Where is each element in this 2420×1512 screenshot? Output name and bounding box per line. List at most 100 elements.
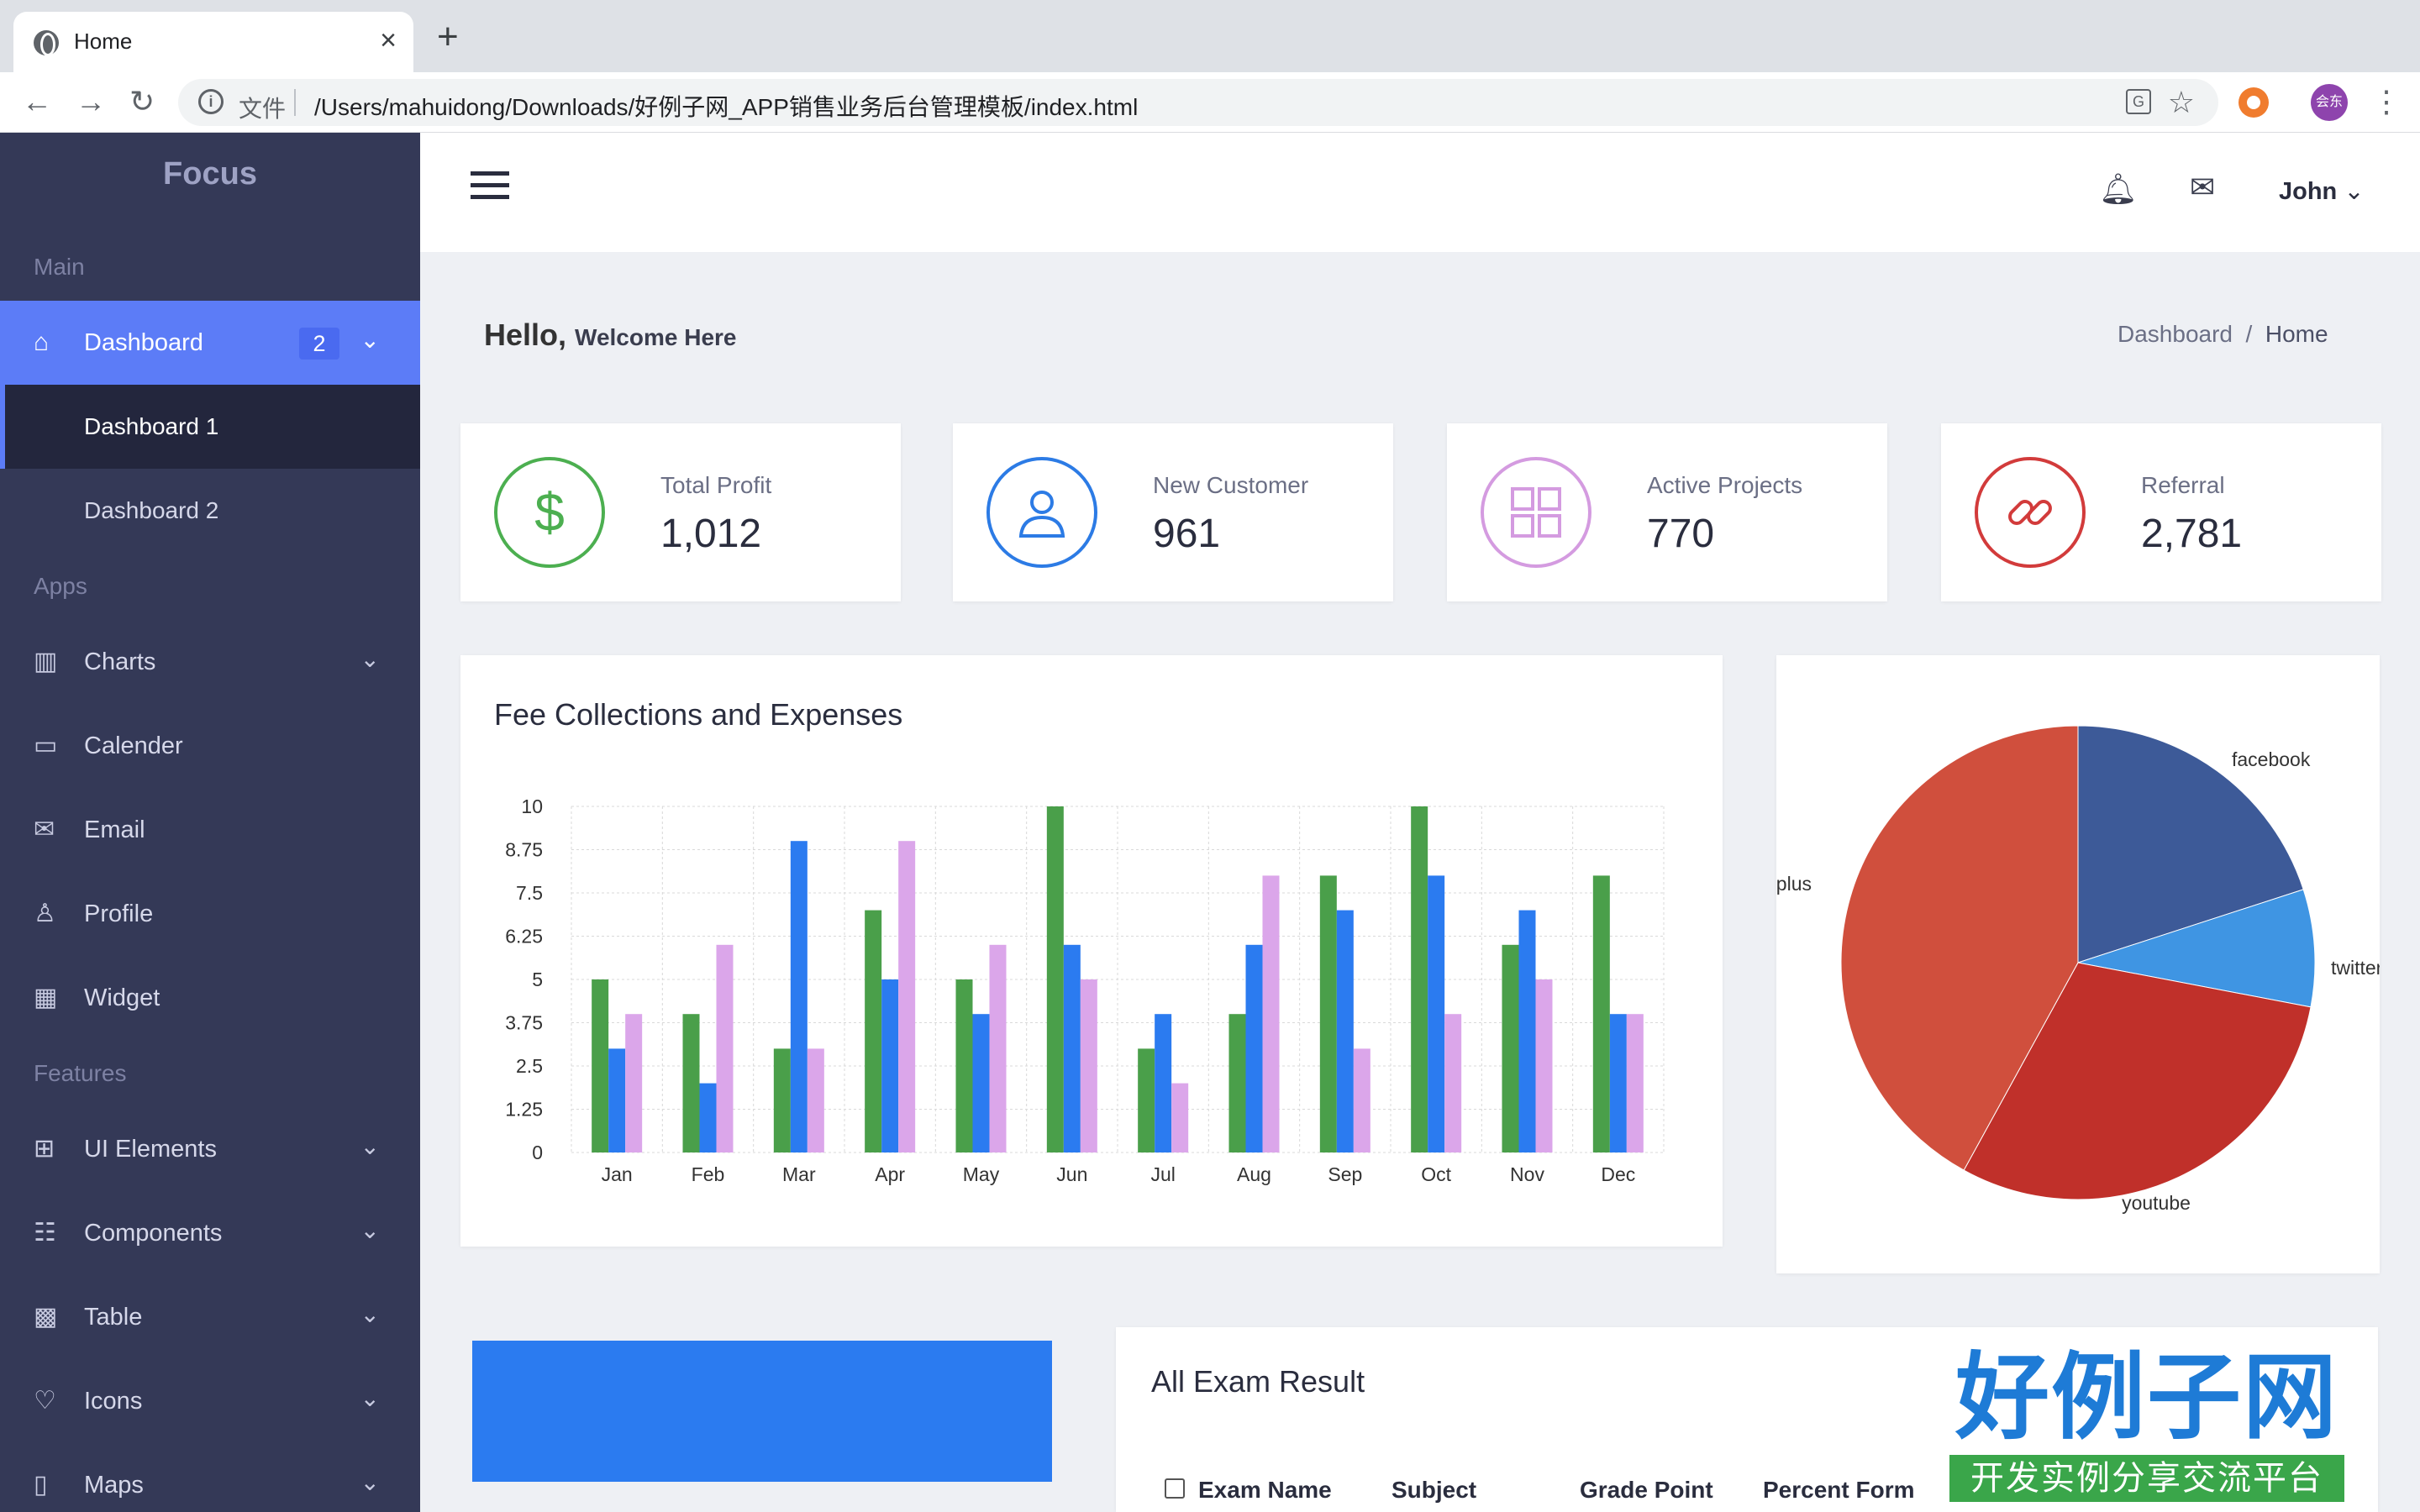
bar[interactable] bbox=[1080, 979, 1097, 1152]
sidebar-item-profile[interactable]: ♙ Profile bbox=[0, 872, 420, 956]
home-icon: ⌂ bbox=[34, 328, 50, 356]
bar[interactable] bbox=[1171, 1083, 1189, 1152]
bell-icon[interactable]: 🔔︎ bbox=[2099, 171, 2138, 206]
forward-icon[interactable]: → bbox=[76, 84, 106, 118]
bar[interactable] bbox=[1626, 1014, 1644, 1152]
bar[interactable] bbox=[898, 841, 916, 1152]
bar[interactable] bbox=[1535, 979, 1553, 1152]
bar[interactable] bbox=[955, 979, 973, 1152]
bar[interactable] bbox=[881, 979, 899, 1152]
chevron-down-icon: ⌄ bbox=[360, 1301, 380, 1327]
sidebar-item-email[interactable]: ✉ Email bbox=[0, 788, 420, 872]
bar[interactable] bbox=[682, 1014, 700, 1152]
stat-card-total-profit: $ Total Profit 1,012 bbox=[460, 423, 901, 601]
brand-logo[interactable]: Focus bbox=[163, 156, 257, 192]
stat-label: Total Profit bbox=[660, 472, 772, 498]
greeting-text: Hello, bbox=[484, 318, 567, 352]
bar[interactable] bbox=[1138, 1048, 1155, 1152]
top-header: 🔔︎ ✉ John ⌄ bbox=[420, 133, 2420, 252]
translate-icon[interactable]: G bbox=[2126, 89, 2151, 114]
bar[interactable] bbox=[1046, 806, 1064, 1152]
y-tick-label: 8.75 bbox=[505, 839, 543, 861]
stat-value: 1,012 bbox=[660, 512, 762, 556]
y-tick-label: 6.25 bbox=[505, 926, 543, 948]
bar[interactable] bbox=[972, 1014, 990, 1152]
bar[interactable] bbox=[1502, 944, 1519, 1152]
pie-label: facebook bbox=[2232, 748, 2311, 770]
bar[interactable] bbox=[716, 944, 734, 1152]
bar[interactable] bbox=[592, 979, 609, 1152]
bar[interactable] bbox=[1319, 875, 1337, 1152]
bar[interactable] bbox=[1609, 1014, 1627, 1152]
stat-card-referral: Referral 2,781 bbox=[1941, 423, 2381, 601]
browser-menu-icon[interactable]: ⋮ bbox=[2371, 84, 2402, 118]
profile-avatar[interactable]: 会东 bbox=[2311, 84, 2348, 121]
breadcrumb-link[interactable]: Dashboard bbox=[2118, 321, 2233, 347]
sidebar-item-label: Table bbox=[84, 1304, 143, 1331]
bar[interactable] bbox=[1155, 1014, 1172, 1152]
y-tick-label: 10 bbox=[521, 795, 543, 817]
bar[interactable] bbox=[1428, 875, 1445, 1152]
sliders-icon: ☷ bbox=[34, 1219, 56, 1247]
sidebar-item-calender[interactable]: ▭ Calender bbox=[0, 704, 420, 788]
watermark-logo: 好例子网 开发实例分享交流平台 bbox=[1949, 1347, 2344, 1507]
sidebar-item-widget[interactable]: ▦ Widget bbox=[0, 956, 420, 1040]
url-text[interactable]: /Users/mahuidong/Downloads/好例子网_APP销售业务后… bbox=[314, 94, 1139, 120]
pie-slice[interactable] bbox=[1840, 725, 2079, 1171]
sidebar-item-icons[interactable]: ♡ Icons ⌄ bbox=[0, 1359, 420, 1443]
address-bar[interactable]: i 文件 /Users/mahuidong/Downloads/好例子网_APP… bbox=[178, 79, 2218, 126]
y-tick-label: 0 bbox=[532, 1142, 543, 1163]
bar[interactable] bbox=[608, 1048, 626, 1152]
bar[interactable] bbox=[807, 1048, 824, 1152]
browser-tab[interactable]: Home × bbox=[13, 12, 413, 72]
bar[interactable] bbox=[1262, 875, 1280, 1152]
bar[interactable] bbox=[1336, 910, 1354, 1152]
sidebar-item-maps[interactable]: ▯ Maps ⌄ bbox=[0, 1443, 420, 1512]
back-icon[interactable]: ← bbox=[22, 84, 52, 118]
bar[interactable] bbox=[1245, 944, 1263, 1152]
sidebar-subitem-dashboard-1[interactable]: Dashboard 1 bbox=[0, 385, 420, 469]
new-tab-button[interactable]: + bbox=[437, 16, 459, 57]
x-tick-label: Oct bbox=[1421, 1163, 1451, 1185]
bar[interactable] bbox=[1228, 1014, 1246, 1152]
pie-slice[interactable] bbox=[1963, 962, 2312, 1200]
bar[interactable] bbox=[625, 1014, 643, 1152]
reload-icon[interactable]: ↻ bbox=[129, 84, 155, 118]
sidebar-item-label: Charts bbox=[84, 648, 156, 675]
column-header: Grade Point bbox=[1580, 1477, 1713, 1503]
sidebar-item-ui-elements[interactable]: ⊞ UI Elements ⌄ bbox=[0, 1107, 420, 1191]
user-menu[interactable]: John ⌄ bbox=[2279, 176, 2365, 206]
info-icon[interactable]: i bbox=[198, 89, 224, 114]
close-icon[interactable]: × bbox=[380, 24, 397, 56]
bar[interactable] bbox=[790, 841, 808, 1152]
bar[interactable] bbox=[1518, 910, 1536, 1152]
select-all-checkbox[interactable] bbox=[1165, 1478, 1185, 1499]
bar[interactable] bbox=[1592, 875, 1610, 1152]
bookmark-star-icon[interactable]: ☆ bbox=[2167, 85, 2195, 119]
bar[interactable] bbox=[1353, 1048, 1370, 1152]
bar[interactable] bbox=[773, 1048, 791, 1152]
pie-slice[interactable] bbox=[2077, 889, 2316, 1008]
bar[interactable] bbox=[1063, 944, 1081, 1152]
pie-label: youtube bbox=[2122, 1192, 2191, 1214]
sidebar-item-dashboard[interactable]: ⌂ Dashboard 2 ⌄ bbox=[0, 301, 420, 385]
pie-slice[interactable] bbox=[2077, 725, 2304, 963]
envelope-icon[interactable]: ✉ bbox=[2190, 170, 2216, 204]
link-icon bbox=[1975, 457, 2086, 568]
breadcrumb-current: Home bbox=[2265, 321, 2328, 347]
x-tick-label: Dec bbox=[1601, 1163, 1635, 1185]
sidebar-item-components[interactable]: ☷ Components ⌄ bbox=[0, 1191, 420, 1275]
bar[interactable] bbox=[865, 910, 882, 1152]
bar[interactable] bbox=[699, 1083, 717, 1152]
hamburger-menu-icon[interactable] bbox=[471, 171, 509, 200]
bar[interactable] bbox=[1444, 1014, 1462, 1152]
envelope-icon: ✉ bbox=[34, 816, 55, 843]
stat-label: Active Projects bbox=[1647, 472, 1803, 498]
sidebar-item-table[interactable]: ▩ Table ⌄ bbox=[0, 1275, 420, 1359]
extension-icon[interactable] bbox=[2238, 87, 2269, 118]
sidebar-item-charts[interactable]: ▥ Charts ⌄ bbox=[0, 620, 420, 704]
browser-toolbar: ← → ↻ i 文件 /Users/mahuidong/Downloads/好例… bbox=[0, 72, 2420, 133]
bar[interactable] bbox=[989, 944, 1007, 1152]
sidebar-subitem-dashboard-2[interactable]: Dashboard 2 bbox=[0, 469, 420, 553]
bar[interactable] bbox=[1411, 806, 1428, 1152]
